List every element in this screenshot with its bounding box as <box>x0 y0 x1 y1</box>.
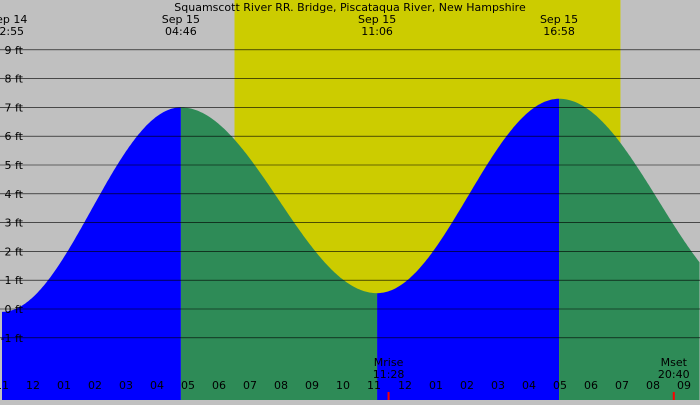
x-tick-label: 09 <box>305 379 319 392</box>
x-tick-label: 01 <box>57 379 71 392</box>
x-tick-label: 07 <box>615 379 629 392</box>
falling-tide-area <box>559 98 700 401</box>
x-tick-label: 12 <box>398 379 412 392</box>
moon-event-label: Mrise <box>374 356 404 369</box>
y-axis-labels: -1 ft 0 ft 1 ft 2 ft 3 ft 4 ft 5 ft 6 ft 7 ft 8 f… <box>1 44 24 345</box>
falling-tide-area <box>180 107 378 401</box>
x-tick-label: 11 <box>0 379 9 392</box>
y-tick-label: 4 ft <box>5 188 24 201</box>
extreme-date-label: Sep 14 <box>0 13 27 26</box>
x-tick-label: 03 <box>119 379 133 392</box>
moon-event-label: Mset <box>661 356 688 369</box>
extreme-date-label: Sep 15 <box>162 13 200 26</box>
y-tick-label: 6 ft <box>5 130 24 143</box>
extreme-date-label: Sep 15 <box>358 13 396 26</box>
y-tick-label: 5 ft <box>5 159 24 172</box>
x-tick-label: 04 <box>150 379 164 392</box>
moon-event-time: 11:28 <box>373 368 405 381</box>
x-axis-labels: 11 12 01 02 03 04 05 06 07 08 09 10 11 12 01 02 03 04 05 06… <box>0 379 691 392</box>
tide-areas <box>2 98 700 401</box>
x-tick-label: 09 <box>677 379 691 392</box>
y-tick-label: -1 ft <box>1 332 24 345</box>
x-tick-label: 01 <box>429 379 443 392</box>
rising-tide-area <box>377 98 560 401</box>
rising-tide-area <box>2 107 181 401</box>
x-tick-label: 02 <box>460 379 474 392</box>
x-tick-label: 08 <box>274 379 288 392</box>
x-tick-label: 08 <box>646 379 660 392</box>
x-tick-label: 02 <box>88 379 102 392</box>
y-tick-label: 3 ft <box>5 217 24 230</box>
y-tick-label: 1 ft <box>5 274 24 287</box>
extreme-time-label: 11:06 <box>361 25 393 38</box>
y-tick-label: 9 ft <box>5 44 24 57</box>
x-tick-label: 12 <box>26 379 40 392</box>
x-tick-label: 03 <box>491 379 505 392</box>
x-tick-label: 10 <box>336 379 350 392</box>
x-tick-label: 06 <box>212 379 226 392</box>
x-tick-label: 05 <box>553 379 567 392</box>
x-tick-label: 11 <box>367 379 381 392</box>
extreme-time-label: 04:46 <box>165 25 197 38</box>
gridlines <box>0 49 700 339</box>
extreme-time-label: 22:55 <box>0 25 24 38</box>
extreme-time-label: 16:58 <box>543 25 575 38</box>
y-tick-label: 8 ft <box>5 73 24 86</box>
extreme-date-label: Sep 15 <box>540 13 578 26</box>
x-tick-label: 04 <box>522 379 536 392</box>
y-tick-label: 7 ft <box>5 101 24 114</box>
y-tick-label: 0 ft <box>5 303 24 316</box>
x-tick-label: 05 <box>181 379 195 392</box>
chart-title: Squamscott River RR. Bridge, Piscataqua … <box>174 1 526 14</box>
moon-event-time: 20:40 <box>658 368 690 381</box>
y-tick-label: 2 ft <box>5 245 24 258</box>
x-tick-label: 06 <box>584 379 598 392</box>
x-tick-label: 07 <box>243 379 257 392</box>
